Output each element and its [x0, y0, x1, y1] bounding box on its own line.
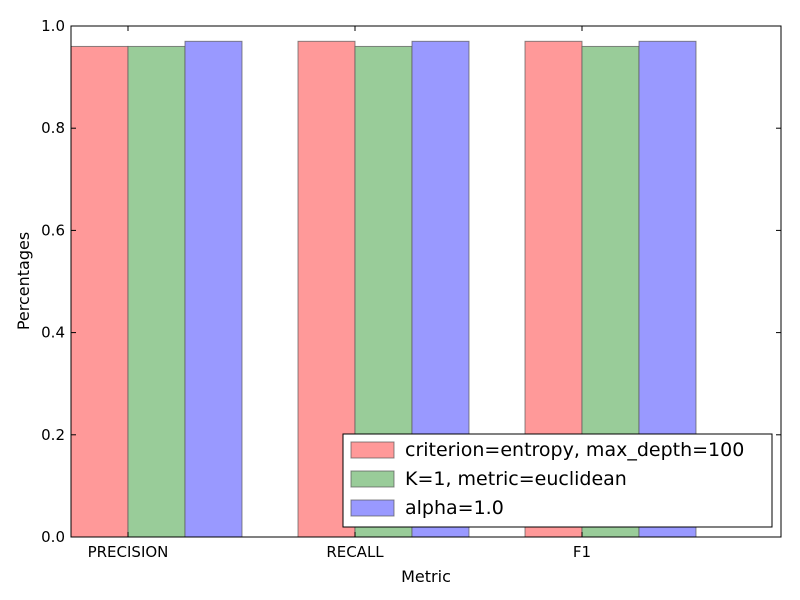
x-tick-label-recall: RECALL	[326, 543, 384, 561]
legend: criterion=entropy, max_depth=100 K=1, met…	[342, 433, 773, 528]
x-tick-label-f1: F1	[573, 543, 591, 561]
legend-label-1: criterion=entropy, max_depth=100	[405, 439, 744, 461]
y-tick-label: 0.4	[41, 324, 65, 342]
bar-precision-series-1	[70, 45, 129, 538]
legend-label-3: alpha=1.0	[405, 497, 504, 519]
y-tick-label: 0.0	[41, 528, 65, 546]
x-axis-label: Metric	[401, 567, 451, 586]
y-tick-label: 1.0	[41, 17, 65, 35]
legend-label-2: K=1, metric=euclidean	[405, 468, 627, 490]
x-tick-label-precision: PRECISION	[88, 543, 169, 561]
bar-precision-series-2	[127, 45, 186, 538]
y-tick-label: 0.6	[41, 221, 65, 239]
plot-area-frame	[70, 25, 782, 538]
bar-precision-series-3	[184, 40, 243, 538]
y-tick-label: 0.2	[41, 426, 65, 444]
y-axis: 0.0 0.2 0.4 0.6 0.8 1.0	[41, 17, 781, 546]
x-axis: PRECISION RECALL F1	[88, 26, 591, 561]
y-axis-label: Percentages	[14, 232, 33, 330]
legend-swatch-2	[350, 470, 395, 488]
legend-swatch-1	[350, 441, 395, 459]
legend-box	[342, 433, 773, 528]
legend-swatch-3	[350, 499, 395, 517]
y-tick-label: 0.8	[41, 119, 65, 137]
